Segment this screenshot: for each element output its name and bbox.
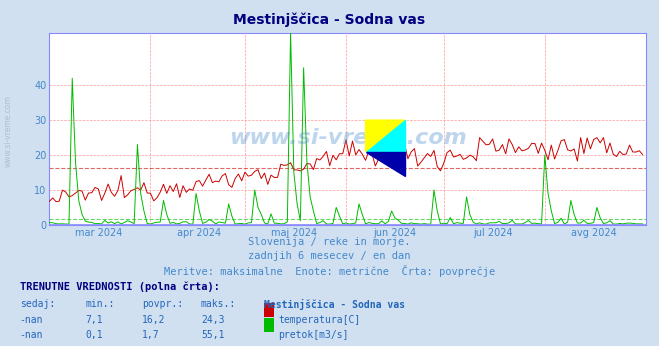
Text: Mestinjščica - Sodna vas: Mestinjščica - Sodna vas <box>264 299 405 310</box>
Text: min.:: min.: <box>86 299 115 309</box>
Text: -nan: -nan <box>20 315 43 325</box>
Text: 55,1: 55,1 <box>201 330 225 340</box>
Text: www.si-vreme.com: www.si-vreme.com <box>4 95 13 167</box>
Text: Slovenija / reke in morje.: Slovenija / reke in morje. <box>248 237 411 247</box>
Text: www.si-vreme.com: www.si-vreme.com <box>229 128 467 148</box>
Polygon shape <box>366 152 405 176</box>
Text: 0,1: 0,1 <box>86 330 103 340</box>
Text: Mestinjščica - Sodna vas: Mestinjščica - Sodna vas <box>233 12 426 27</box>
Text: 16,2: 16,2 <box>142 315 165 325</box>
Text: -nan: -nan <box>20 330 43 340</box>
Text: TRENUTNE VREDNOSTI (polna črta):: TRENUTNE VREDNOSTI (polna črta): <box>20 282 219 292</box>
Polygon shape <box>366 120 405 152</box>
Text: 1,7: 1,7 <box>142 330 159 340</box>
Text: maks.:: maks.: <box>201 299 236 309</box>
Polygon shape <box>366 120 405 152</box>
Text: 7,1: 7,1 <box>86 315 103 325</box>
Text: 24,3: 24,3 <box>201 315 225 325</box>
Text: Meritve: maksimalne  Enote: metrične  Črta: povprečje: Meritve: maksimalne Enote: metrične Črta… <box>164 265 495 277</box>
Text: zadnjih 6 mesecev / en dan: zadnjih 6 mesecev / en dan <box>248 251 411 261</box>
Text: sedaj:: sedaj: <box>20 299 55 309</box>
Text: povpr.:: povpr.: <box>142 299 183 309</box>
Text: pretok[m3/s]: pretok[m3/s] <box>278 330 349 340</box>
Text: temperatura[C]: temperatura[C] <box>278 315 360 325</box>
